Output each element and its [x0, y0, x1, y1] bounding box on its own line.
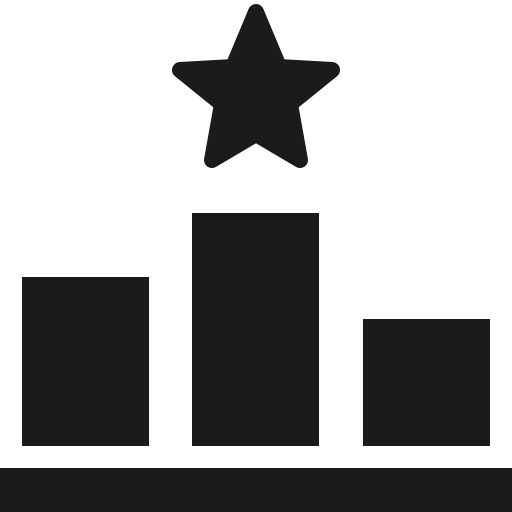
podium-left-block: [22, 277, 149, 446]
star-icon: [172, 4, 340, 168]
podium-center-block: [192, 213, 319, 446]
podium-base: [0, 468, 512, 512]
podium-right-block: [363, 319, 490, 446]
